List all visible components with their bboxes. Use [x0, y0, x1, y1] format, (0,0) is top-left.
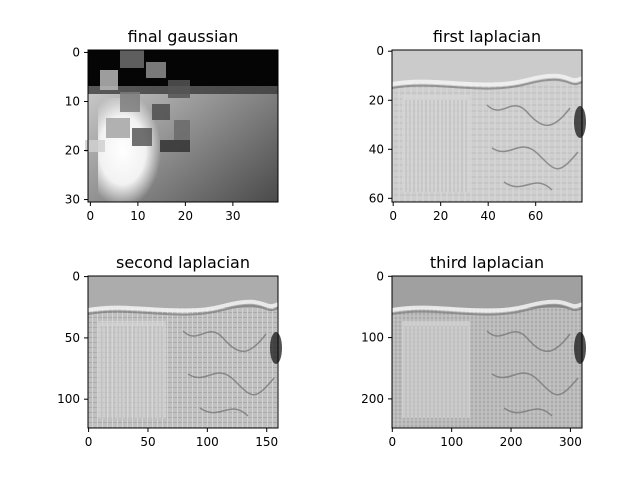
y-tick-label: 20	[369, 93, 384, 107]
x-tick-label: 50	[140, 435, 155, 449]
y-tick-label: 0	[376, 269, 384, 283]
axes-frame	[87, 49, 279, 203]
y-tick-label: 200	[361, 392, 384, 406]
y-tick-label: 0	[72, 45, 80, 59]
y-tick-label: 20	[65, 144, 80, 158]
axes-frame	[391, 275, 583, 429]
x-tick-label: 0	[85, 435, 93, 449]
x-tick-label: 20	[433, 209, 448, 223]
y-tick-label: 100	[361, 331, 384, 345]
x-tick-label: 100	[196, 435, 219, 449]
y-tick-label: 10	[65, 94, 80, 108]
panel-title: first laplacian	[433, 27, 541, 46]
x-tick-label: 0	[388, 435, 396, 449]
y-tick-label: 0	[72, 270, 80, 284]
axes-frame	[87, 275, 279, 429]
x-tick-label: 20	[178, 209, 193, 223]
panel-title: second laplacian	[116, 253, 250, 272]
panel-3: second laplacian 0 50 100 150 0 50 100	[57, 253, 282, 449]
y-tick-label: 40	[369, 142, 384, 156]
panel-title: final gaussian	[128, 27, 239, 46]
x-tick-label: 30	[225, 209, 240, 223]
panel-image	[85, 50, 278, 202]
panel-2: first laplacian 0 20 40 60 0 20 40 60	[369, 27, 586, 223]
y-tick-label: 30	[65, 193, 80, 207]
y-tick-label: 0	[376, 44, 384, 58]
x-tick-label: 60	[528, 209, 543, 223]
y-tick-label: 100	[57, 392, 80, 406]
x-tick-label: 10	[130, 209, 145, 223]
y-tick-label: 50	[65, 331, 80, 345]
panel-image	[391, 276, 586, 428]
panel-image	[87, 276, 282, 428]
x-tick-label: 0	[87, 209, 95, 223]
panel-1: final gaussian 0 10 20 30 0 10 20 30	[65, 27, 279, 223]
x-tick-label: 40	[481, 209, 496, 223]
x-tick-label: 100	[440, 435, 463, 449]
x-tick-label: 200	[500, 435, 523, 449]
panel-title: third laplacian	[430, 253, 544, 272]
x-tick-label: 150	[255, 435, 278, 449]
x-tick-label: 300	[559, 435, 582, 449]
axes-frame	[391, 49, 583, 203]
y-tick-label: 60	[369, 191, 384, 205]
panel-image	[391, 50, 586, 202]
x-tick-label: 0	[389, 209, 397, 223]
panel-4: third laplacian 0 100 200 300 0 100 200	[361, 253, 586, 449]
